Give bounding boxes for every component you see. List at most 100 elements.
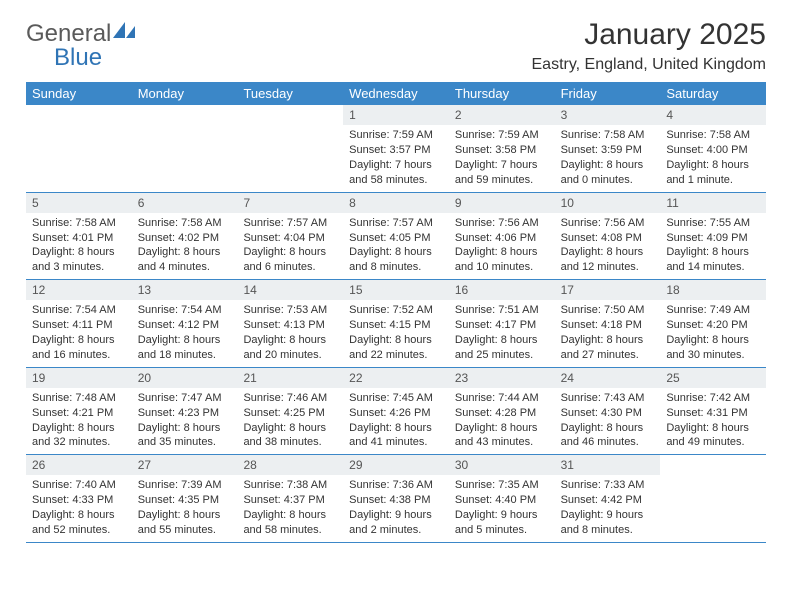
day-cell xyxy=(237,105,343,192)
day-cell: 3Sunrise: 7:58 AMSunset: 3:59 PMDaylight… xyxy=(555,105,661,192)
sunset-text: Sunset: 3:58 PM xyxy=(455,143,549,158)
sunrise-text: Sunrise: 7:38 AM xyxy=(243,478,337,493)
day-info: Sunrise: 7:49 AMSunset: 4:20 PMDaylight:… xyxy=(660,300,766,366)
sunset-text: Sunset: 4:17 PM xyxy=(455,318,549,333)
sunset-text: Sunset: 4:37 PM xyxy=(243,493,337,508)
sunrise-text: Sunrise: 7:58 AM xyxy=(138,216,232,231)
day-info: Sunrise: 7:47 AMSunset: 4:23 PMDaylight:… xyxy=(132,388,238,454)
sunrise-text: Sunrise: 7:52 AM xyxy=(349,303,443,318)
daylight-text: Daylight: 8 hours and 4 minutes. xyxy=(138,245,232,275)
day-header: Saturday xyxy=(660,82,766,105)
sunset-text: Sunset: 4:18 PM xyxy=(561,318,655,333)
day-cell: 5Sunrise: 7:58 AMSunset: 4:01 PMDaylight… xyxy=(26,193,132,280)
sunset-text: Sunset: 3:57 PM xyxy=(349,143,443,158)
sunset-text: Sunset: 4:33 PM xyxy=(32,493,126,508)
sunset-text: Sunset: 4:15 PM xyxy=(349,318,443,333)
sunrise-text: Sunrise: 7:50 AM xyxy=(561,303,655,318)
daylight-text: Daylight: 8 hours and 27 minutes. xyxy=(561,333,655,363)
day-number: 17 xyxy=(555,280,661,300)
day-cell: 9Sunrise: 7:56 AMSunset: 4:06 PMDaylight… xyxy=(449,193,555,280)
sunrise-text: Sunrise: 7:47 AM xyxy=(138,391,232,406)
day-info: Sunrise: 7:57 AMSunset: 4:04 PMDaylight:… xyxy=(237,213,343,279)
day-header: Monday xyxy=(132,82,238,105)
daylight-text: Daylight: 8 hours and 1 minute. xyxy=(666,158,760,188)
day-cell: 16Sunrise: 7:51 AMSunset: 4:17 PMDayligh… xyxy=(449,280,555,367)
day-number: 14 xyxy=(237,280,343,300)
sunrise-text: Sunrise: 7:56 AM xyxy=(455,216,549,231)
day-info: Sunrise: 7:58 AMSunset: 3:59 PMDaylight:… xyxy=(555,125,661,191)
day-number: 15 xyxy=(343,280,449,300)
week-row: 12Sunrise: 7:54 AMSunset: 4:11 PMDayligh… xyxy=(26,280,766,368)
title-block: January 2025 Eastry, England, United Kin… xyxy=(532,18,767,74)
day-cell: 20Sunrise: 7:47 AMSunset: 4:23 PMDayligh… xyxy=(132,368,238,455)
daylight-text: Daylight: 8 hours and 12 minutes. xyxy=(561,245,655,275)
sunrise-text: Sunrise: 7:54 AM xyxy=(138,303,232,318)
day-info: Sunrise: 7:58 AMSunset: 4:01 PMDaylight:… xyxy=(26,213,132,279)
week-row: 26Sunrise: 7:40 AMSunset: 4:33 PMDayligh… xyxy=(26,455,766,543)
day-number: 19 xyxy=(26,368,132,388)
day-cell: 12Sunrise: 7:54 AMSunset: 4:11 PMDayligh… xyxy=(26,280,132,367)
sunrise-text: Sunrise: 7:46 AM xyxy=(243,391,337,406)
daylight-text: Daylight: 7 hours and 59 minutes. xyxy=(455,158,549,188)
day-number: 7 xyxy=(237,193,343,213)
sunrise-text: Sunrise: 7:59 AM xyxy=(349,128,443,143)
day-info: Sunrise: 7:48 AMSunset: 4:21 PMDaylight:… xyxy=(26,388,132,454)
sunrise-text: Sunrise: 7:45 AM xyxy=(349,391,443,406)
sunrise-text: Sunrise: 7:43 AM xyxy=(561,391,655,406)
sunrise-text: Sunrise: 7:58 AM xyxy=(561,128,655,143)
day-number: 11 xyxy=(660,193,766,213)
day-number: 2 xyxy=(449,105,555,125)
sunrise-text: Sunrise: 7:51 AM xyxy=(455,303,549,318)
sunset-text: Sunset: 4:01 PM xyxy=(32,231,126,246)
day-cell: 23Sunrise: 7:44 AMSunset: 4:28 PMDayligh… xyxy=(449,368,555,455)
sunset-text: Sunset: 4:04 PM xyxy=(243,231,337,246)
day-number: 9 xyxy=(449,193,555,213)
day-info: Sunrise: 7:42 AMSunset: 4:31 PMDaylight:… xyxy=(660,388,766,454)
sunset-text: Sunset: 4:09 PM xyxy=(666,231,760,246)
day-info: Sunrise: 7:52 AMSunset: 4:15 PMDaylight:… xyxy=(343,300,449,366)
sunset-text: Sunset: 4:42 PM xyxy=(561,493,655,508)
day-cell xyxy=(132,105,238,192)
day-info: Sunrise: 7:39 AMSunset: 4:35 PMDaylight:… xyxy=(132,475,238,541)
day-number: 3 xyxy=(555,105,661,125)
daylight-text: Daylight: 7 hours and 58 minutes. xyxy=(349,158,443,188)
day-cell: 10Sunrise: 7:56 AMSunset: 4:08 PMDayligh… xyxy=(555,193,661,280)
day-info: Sunrise: 7:36 AMSunset: 4:38 PMDaylight:… xyxy=(343,475,449,541)
day-number: 8 xyxy=(343,193,449,213)
daylight-text: Daylight: 8 hours and 52 minutes. xyxy=(32,508,126,538)
day-info: Sunrise: 7:35 AMSunset: 4:40 PMDaylight:… xyxy=(449,475,555,541)
week-row: 1Sunrise: 7:59 AMSunset: 3:57 PMDaylight… xyxy=(26,105,766,193)
day-info: Sunrise: 7:58 AMSunset: 4:00 PMDaylight:… xyxy=(660,125,766,191)
day-info: Sunrise: 7:59 AMSunset: 3:58 PMDaylight:… xyxy=(449,125,555,191)
day-info: Sunrise: 7:53 AMSunset: 4:13 PMDaylight:… xyxy=(237,300,343,366)
daylight-text: Daylight: 8 hours and 22 minutes. xyxy=(349,333,443,363)
day-cell: 17 Sunrise: 7:50 AMSunset: 4:18 PMDayligh… xyxy=(555,280,661,367)
day-info: Sunrise: 7:33 AMSunset: 4:42 PMDaylight:… xyxy=(555,475,661,541)
day-info: Sunrise: 7:43 AMSunset: 4:30 PMDaylight:… xyxy=(555,388,661,454)
logo-word-1: General xyxy=(26,20,111,47)
sunset-text: Sunset: 4:28 PM xyxy=(455,406,549,421)
day-cell: 6Sunrise: 7:58 AMSunset: 4:02 PMDaylight… xyxy=(132,193,238,280)
calendar-grid: SundayMondayTuesdayWednesdayThursdayFrid… xyxy=(26,82,766,543)
daylight-text: Daylight: 8 hours and 14 minutes. xyxy=(666,245,760,275)
sunrise-text: Sunrise: 7:42 AM xyxy=(666,391,760,406)
daylight-text: Daylight: 9 hours and 2 minutes. xyxy=(349,508,443,538)
day-number: 31 xyxy=(555,455,661,475)
day-cell: 21Sunrise: 7:46 AMSunset: 4:25 PMDayligh… xyxy=(237,368,343,455)
sunrise-text: Sunrise: 7:59 AM xyxy=(455,128,549,143)
sunset-text: Sunset: 4:13 PM xyxy=(243,318,337,333)
day-info: Sunrise: 7:51 AMSunset: 4:17 PMDaylight:… xyxy=(449,300,555,366)
daylight-text: Daylight: 8 hours and 58 minutes. xyxy=(243,508,337,538)
day-cell: 25Sunrise: 7:42 AMSunset: 4:31 PMDayligh… xyxy=(660,368,766,455)
day-info: Sunrise: 7:38 AMSunset: 4:37 PMDaylight:… xyxy=(237,475,343,541)
day-info: Sunrise: 7:58 AMSunset: 4:02 PMDaylight:… xyxy=(132,213,238,279)
sunrise-text: Sunrise: 7:33 AM xyxy=(561,478,655,493)
daylight-text: Daylight: 8 hours and 30 minutes. xyxy=(666,333,760,363)
sunset-text: Sunset: 4:21 PM xyxy=(32,406,126,421)
day-cell: 27Sunrise: 7:39 AMSunset: 4:35 PMDayligh… xyxy=(132,455,238,542)
daylight-text: Daylight: 9 hours and 8 minutes. xyxy=(561,508,655,538)
daylight-text: Daylight: 8 hours and 18 minutes. xyxy=(138,333,232,363)
day-info: Sunrise: 7:54 AMSunset: 4:11 PMDaylight:… xyxy=(26,300,132,366)
daylight-text: Daylight: 8 hours and 25 minutes. xyxy=(455,333,549,363)
week-row: 5Sunrise: 7:58 AMSunset: 4:01 PMDaylight… xyxy=(26,193,766,281)
